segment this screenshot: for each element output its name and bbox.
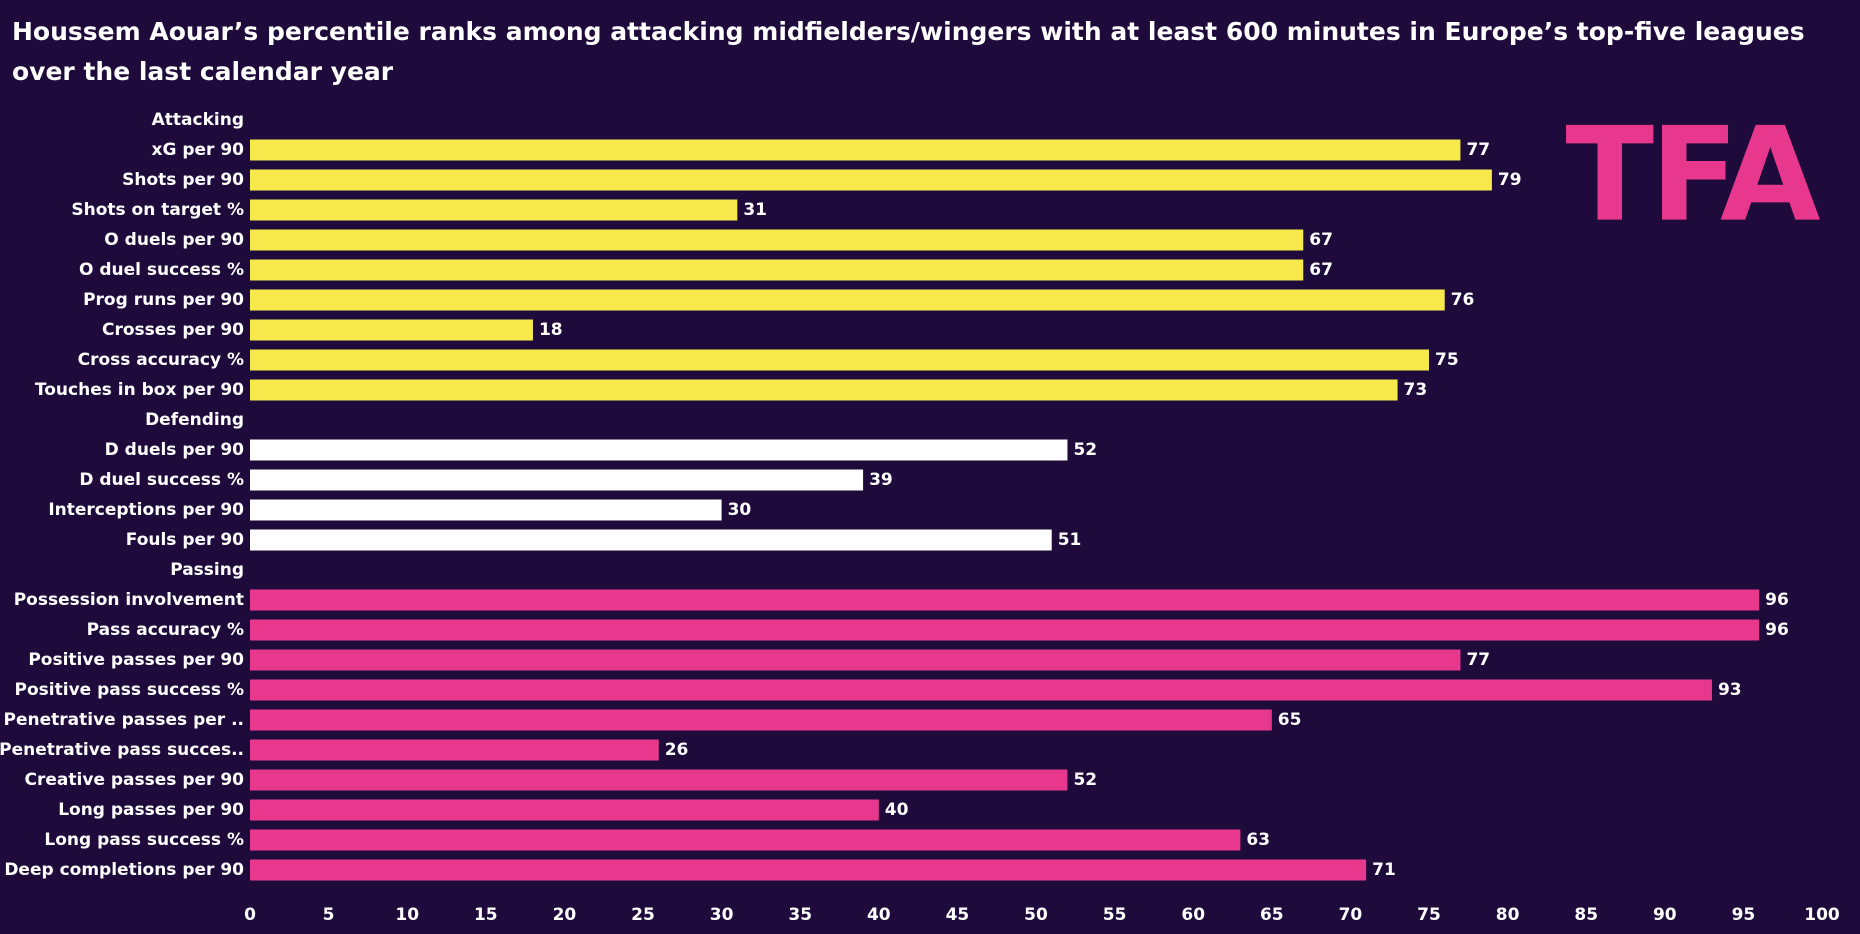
x-tick-label: 5 [323, 905, 335, 925]
x-tick-label: 40 [867, 905, 891, 925]
bar [250, 349, 1429, 371]
y-tick-label: xG per 90 [152, 140, 245, 160]
bar [250, 469, 864, 491]
value-label: 51 [1058, 530, 1082, 550]
x-tick-label: 75 [1417, 905, 1441, 925]
y-tick-label: O duel success % [79, 260, 244, 280]
value-label: 63 [1246, 830, 1270, 850]
x-tick-label: 70 [1339, 905, 1363, 925]
bar [250, 439, 1068, 461]
y-tick-label: O duels per 90 [104, 230, 244, 250]
value-label: 52 [1073, 770, 1097, 790]
y-tick-label: Long pass success % [44, 830, 244, 850]
bar [250, 859, 1367, 881]
bar [250, 739, 659, 761]
y-tick-label: Creative passes per 90 [25, 770, 245, 790]
y-tick-label: Prog runs per 90 [83, 290, 244, 310]
y-tick-label: Deep completions per 90 [4, 860, 244, 880]
value-label: 39 [869, 470, 893, 490]
y-tick-label: Possession involvement [14, 590, 244, 610]
bar [250, 379, 1398, 401]
bar [250, 319, 533, 341]
value-label: 65 [1278, 710, 1302, 730]
bar [250, 619, 1760, 641]
value-label: 96 [1765, 590, 1789, 610]
y-tick-label: Shots per 90 [122, 170, 244, 190]
value-label: 73 [1404, 380, 1428, 400]
bar [250, 589, 1760, 611]
logo: TFA [1565, 99, 1820, 251]
chart-title: Houssem Aouar’s percentile ranks among a… [12, 17, 1805, 86]
value-label: 93 [1718, 680, 1742, 700]
bar [250, 769, 1068, 791]
bar [250, 229, 1304, 251]
bar [250, 529, 1052, 551]
value-label: 67 [1309, 230, 1333, 250]
value-label: 75 [1435, 350, 1459, 370]
x-tick-label: 85 [1574, 905, 1598, 925]
value-label: 77 [1466, 140, 1490, 160]
y-tick-label: Touches in box per 90 [35, 380, 244, 400]
y-tick-label: Penetrative passes per .. [4, 710, 244, 730]
x-tick-label: 35 [788, 905, 812, 925]
bar [250, 799, 879, 821]
bar [250, 199, 738, 221]
group-label: Defending [145, 410, 244, 430]
bar [250, 679, 1712, 701]
value-label: 26 [665, 740, 689, 760]
value-label: 18 [539, 320, 563, 340]
y-tick-label: Cross accuracy % [78, 350, 244, 370]
x-tick-label: 90 [1653, 905, 1677, 925]
bar [250, 499, 722, 521]
x-tick-label: 25 [631, 905, 655, 925]
y-tick-label: Long passes per 90 [58, 800, 244, 820]
value-label: 52 [1073, 440, 1097, 460]
value-label: 76 [1451, 290, 1475, 310]
x-tick-label: 15 [474, 905, 498, 925]
x-tick-label: 30 [710, 905, 734, 925]
value-label: 30 [728, 500, 752, 520]
y-tick-label: Positive passes per 90 [28, 650, 244, 670]
bar [250, 139, 1461, 161]
value-label: 79 [1498, 170, 1522, 190]
x-tick-label: 20 [553, 905, 577, 925]
x-tick-label: 95 [1732, 905, 1756, 925]
value-label: 31 [743, 200, 767, 220]
x-tick-label: 65 [1260, 905, 1284, 925]
x-tick-label: 10 [395, 905, 419, 925]
bar [250, 169, 1492, 191]
x-tick-label: 45 [946, 905, 970, 925]
y-tick-label: D duel success % [79, 470, 244, 490]
y-tick-label: Penetrative pass succes.. [0, 740, 244, 760]
bar [250, 649, 1461, 671]
y-tick-label: Shots on target % [71, 200, 244, 220]
y-tick-label: Crosses per 90 [102, 320, 244, 340]
y-tick-label: D duels per 90 [105, 440, 245, 460]
x-tick-label: 60 [1181, 905, 1205, 925]
bar [250, 259, 1304, 281]
group-label: Passing [170, 560, 244, 580]
x-tick-label: 55 [1103, 905, 1127, 925]
value-label: 67 [1309, 260, 1333, 280]
value-label: 77 [1466, 650, 1490, 670]
value-label: 71 [1372, 860, 1396, 880]
bar [250, 709, 1272, 731]
value-label: 40 [885, 800, 909, 820]
x-tick-label: 100 [1804, 905, 1840, 925]
x-tick-label: 0 [244, 905, 256, 925]
y-tick-label: Interceptions per 90 [48, 500, 244, 520]
x-tick-label: 80 [1496, 905, 1520, 925]
bar [250, 289, 1445, 311]
y-tick-label: Positive pass success % [15, 680, 244, 700]
value-label: 96 [1765, 620, 1789, 640]
y-tick-label: Fouls per 90 [126, 530, 244, 550]
group-label: Attacking [152, 110, 244, 130]
y-tick-label: Pass accuracy % [87, 620, 244, 640]
bar [250, 829, 1241, 851]
x-tick-label: 50 [1024, 905, 1048, 925]
